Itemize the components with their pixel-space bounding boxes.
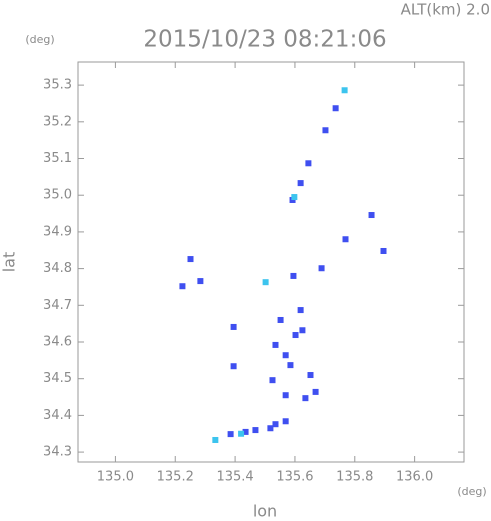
x-tick-label: 135.2 <box>157 470 194 485</box>
x-axis-label: lon <box>253 502 277 521</box>
y-tick-label: 35.3 <box>43 78 72 93</box>
echo <box>312 388 319 395</box>
y-tick-label: 34.9 <box>43 224 72 239</box>
echo <box>305 160 312 167</box>
echo <box>297 307 304 314</box>
x-tick-label: 135.6 <box>276 470 313 485</box>
echo <box>299 327 306 334</box>
echo <box>227 431 234 438</box>
echo <box>212 436 219 443</box>
echo <box>238 430 245 437</box>
echo <box>230 363 237 370</box>
x-tick-label: 135.0 <box>97 470 134 485</box>
echo <box>282 418 289 425</box>
y-tick-label: 34.3 <box>43 445 72 460</box>
echo <box>297 180 304 187</box>
echo <box>179 283 186 290</box>
echo <box>282 392 289 399</box>
y-tick-label: 35.1 <box>43 151 72 166</box>
echo <box>368 212 375 219</box>
subtitle: ALT(km) 2.0 <box>401 1 490 19</box>
echo <box>252 427 259 434</box>
echo <box>267 425 274 432</box>
echo <box>380 247 387 254</box>
y-tick-label: 34.6 <box>43 335 72 350</box>
echo <box>291 194 298 201</box>
echo <box>322 127 329 134</box>
x-tick-label: 135.8 <box>336 470 373 485</box>
echo <box>230 323 237 330</box>
y-tick-label: 34.8 <box>43 261 72 276</box>
echo <box>242 428 249 435</box>
echo <box>262 279 269 286</box>
y-tick-label: 35.0 <box>43 188 72 203</box>
y-unit: (deg) <box>25 33 54 46</box>
y-tick-label: 34.7 <box>43 298 72 313</box>
x-tick-label: 135.4 <box>216 470 253 485</box>
echo <box>269 377 276 384</box>
echo <box>272 421 279 428</box>
y-tick-label: 35.2 <box>43 114 72 129</box>
plot-frame <box>77 61 465 463</box>
y-tick-label: 34.5 <box>43 371 72 386</box>
echo <box>187 256 194 263</box>
echo <box>332 105 339 112</box>
echo <box>290 272 297 279</box>
echo <box>318 265 325 272</box>
echo <box>342 236 349 243</box>
echo <box>307 372 314 379</box>
echo <box>197 278 204 285</box>
y-tick-label: 34.4 <box>43 408 72 423</box>
echo <box>282 352 289 359</box>
y-axis-label: lat <box>0 252 19 273</box>
echo <box>302 395 309 402</box>
echo <box>272 341 279 348</box>
echo <box>292 332 299 339</box>
chart-title: 2015/10/23 08:21:06 <box>143 27 386 53</box>
echo <box>287 362 294 369</box>
x-tick-label: 136.0 <box>396 470 433 485</box>
x-unit: (deg) <box>457 485 486 498</box>
echo <box>341 87 348 94</box>
echo <box>277 316 284 323</box>
